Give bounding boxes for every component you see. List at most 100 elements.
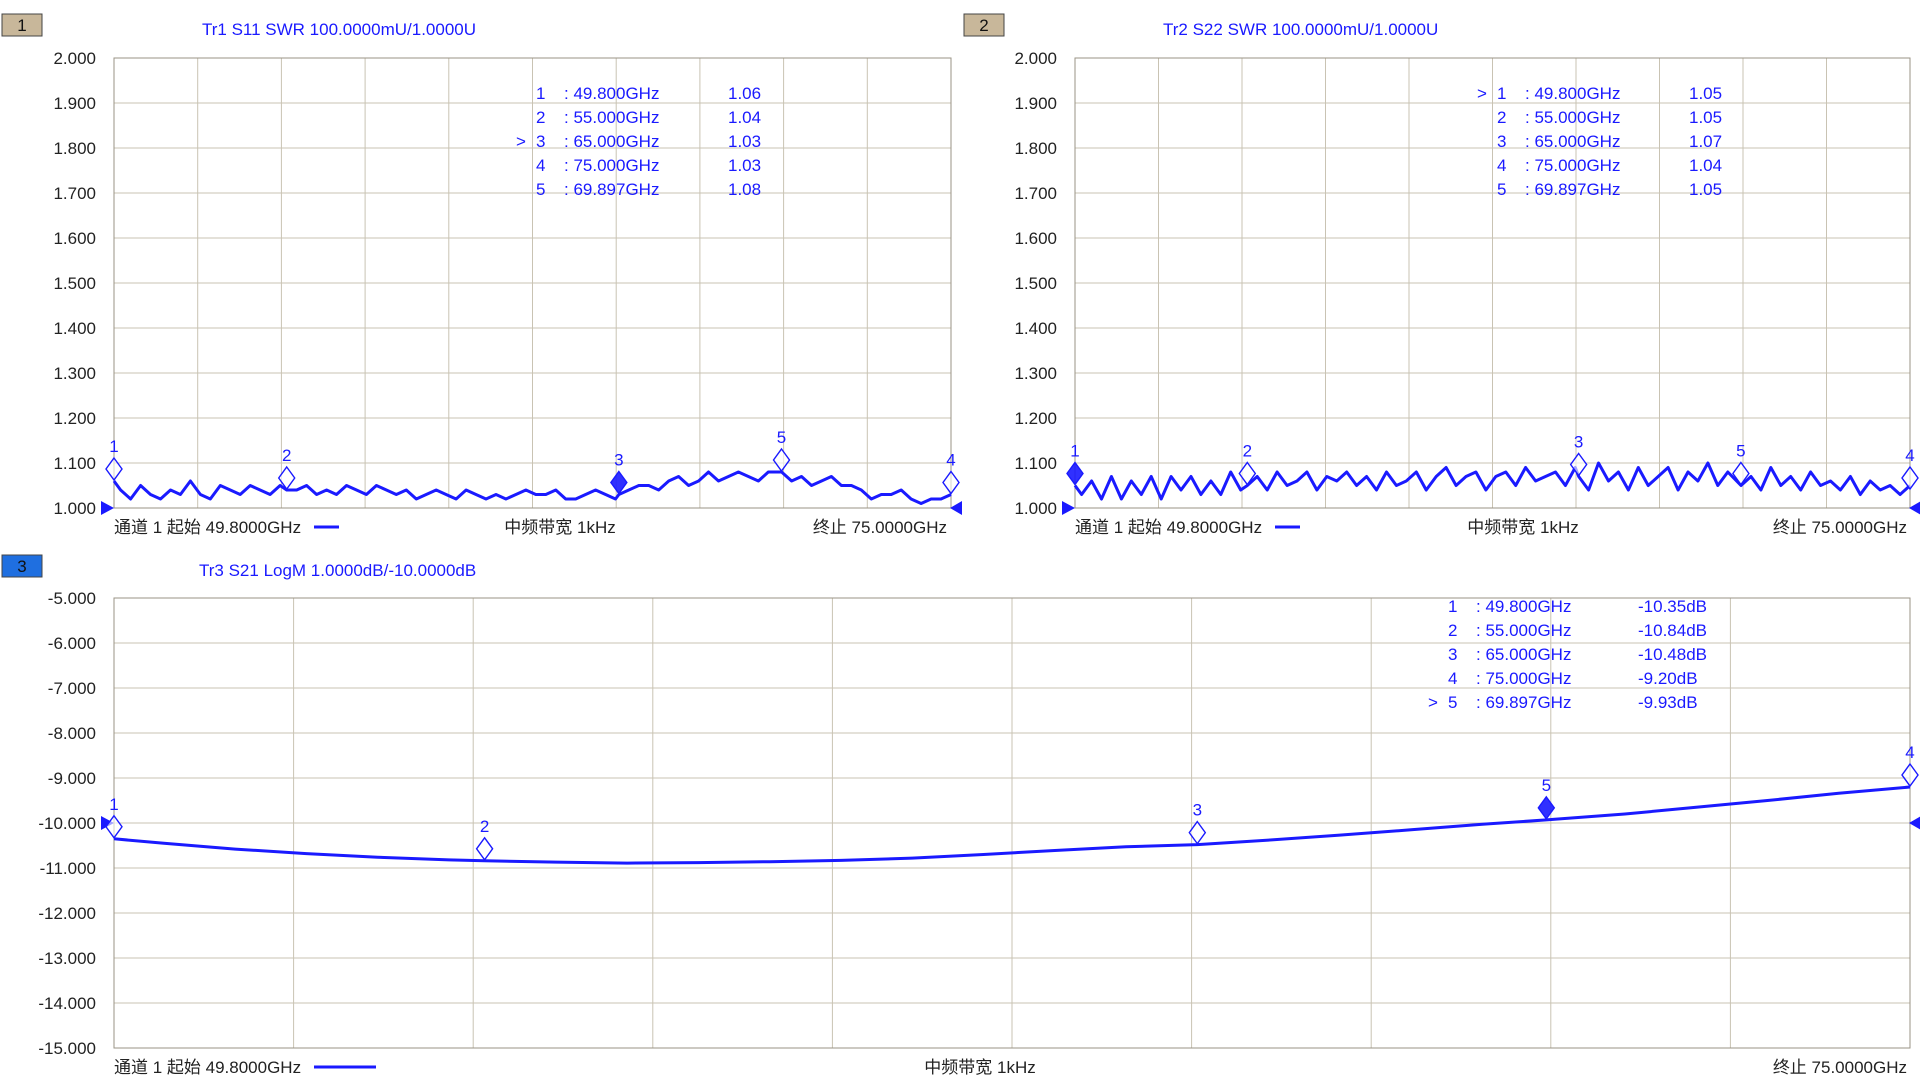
marker-legend-number: 3 <box>536 132 545 151</box>
marker-legend-number: 2 <box>536 108 545 127</box>
marker-number: 3 <box>1193 801 1202 820</box>
marker-legend: 1: 49.800GHz 1.06 2: 55.000GHz 1.04 > 3: 65.0… <box>516 84 761 199</box>
y-tick-label: -8.000 <box>48 724 96 743</box>
marker-legend-number: 4 <box>1448 669 1457 688</box>
marker-diamond <box>772 447 791 473</box>
marker-legend-freq: : 49.800GHz <box>1525 84 1620 103</box>
y-tick-label: 1.000 <box>1014 499 1057 518</box>
active-marker-indicator: > <box>1477 84 1487 103</box>
channel-footer: 通道 1 起始 49.8000GHz 中频带宽 1kHz 终止 75.0000GHz <box>114 518 947 537</box>
marker-legend-number: 1 <box>1497 84 1506 103</box>
y-tick-label: 1.100 <box>1014 454 1057 473</box>
marker-legend-freq: : 65.000GHz <box>1525 132 1620 151</box>
y-tick-label: 1.500 <box>53 274 96 293</box>
marker-diamond <box>1188 820 1207 845</box>
marker-legend-number: 4 <box>536 156 545 175</box>
marker-legend-number: 5 <box>536 180 545 199</box>
marker-legend-value: 1.08 <box>728 180 761 199</box>
plot-frame <box>1074 57 1911 509</box>
marker-1: 1 <box>105 437 123 482</box>
reference-right-arrow <box>1909 501 1920 515</box>
marker-diamond <box>609 470 628 495</box>
grid <box>113 57 952 509</box>
marker-diamond <box>942 470 960 495</box>
y-tick-label: -13.000 <box>38 949 96 968</box>
marker-legend-freq: : 55.000GHz <box>564 108 659 127</box>
y-tick-label: -10.000 <box>38 814 96 833</box>
y-tick-label: 1.300 <box>53 364 96 383</box>
marker-legend-freq: : 49.800GHz <box>1476 597 1571 616</box>
marker-legend-freq: : 75.000GHz <box>564 156 659 175</box>
trace-line <box>112 470 952 505</box>
marker-legend: 1: 49.800GHz -10.35dB 2: 55.000GHz -10.84dB… <box>1428 597 1707 712</box>
trace-title: Tr2 S22 SWR 100.0000mU/1.0000U <box>1163 20 1438 39</box>
marker-number: 1 <box>109 437 118 456</box>
plot-frame <box>113 57 952 509</box>
marker-legend-number: 1 <box>536 84 545 103</box>
marker-3: 3 <box>1569 433 1588 477</box>
marker-1: 1 <box>1066 442 1084 486</box>
channel-number-box: 1 <box>1 13 43 37</box>
y-tick-label: -12.000 <box>38 904 96 923</box>
channel-footer: 通道 1 起始 49.8000GHz 中频带宽 1kHz 终止 75.0000GHz <box>1075 518 1907 537</box>
marker-number: 1 <box>109 795 118 814</box>
marker-legend-value: 1.04 <box>728 108 761 127</box>
trace-line <box>113 785 1911 865</box>
marker-diamond <box>1569 452 1588 477</box>
marker-legend-value: -10.48dB <box>1638 645 1707 664</box>
marker-number: 4 <box>1905 446 1914 465</box>
marker-legend-value: -9.93dB <box>1638 693 1698 712</box>
marker-legend-freq: : 55.000GHz <box>1476 621 1571 640</box>
y-tick-label: 1.200 <box>1014 409 1057 428</box>
channel-number-box-bg <box>1 554 43 578</box>
trace-title: Tr3 S21 LogM 1.0000dB/-10.0000dB <box>199 561 476 580</box>
marker-legend-freq: : 69.897GHz <box>564 180 659 199</box>
marker-legend-freq: : 65.000GHz <box>564 132 659 151</box>
marker-2: 2 <box>1238 442 1257 486</box>
marker-1: 1 <box>105 795 123 839</box>
marker-legend-value: 1.03 <box>728 132 761 151</box>
marker-number: 5 <box>1736 442 1745 461</box>
stop-frequency: 终止 75.0000GHz <box>813 518 947 537</box>
y-tick-label: -6.000 <box>48 634 96 653</box>
marker-legend-number: 3 <box>1448 645 1457 664</box>
channel-footer: 通道 1 起始 49.8000GHz 中频带宽 1kHz 终止 75.0000GHz <box>114 1058 1907 1077</box>
marker-legend-number: 5 <box>1497 180 1506 199</box>
marker-5: 5 <box>1537 776 1556 821</box>
y-tick-label: 2.000 <box>1014 49 1057 68</box>
marker-legend-freq: : 65.000GHz <box>1476 645 1571 664</box>
reference-right-arrow <box>950 501 962 515</box>
marker-number: 2 <box>1243 442 1252 461</box>
marker-number: 4 <box>946 451 955 470</box>
y-tick-label: 1.700 <box>1014 184 1057 203</box>
start-frequency: 通道 1 起始 49.8000GHz <box>114 518 301 537</box>
marker-legend-freq: : 69.897GHz <box>1525 180 1620 199</box>
marker-legend-value: 1.05 <box>1689 108 1722 127</box>
y-tick-label: 1.400 <box>53 319 96 338</box>
y-tick-label: 1.000 <box>53 499 96 518</box>
marker-legend-value: 1.05 <box>1689 180 1722 199</box>
y-tick-label: -14.000 <box>38 994 96 1013</box>
marker-diamond <box>1066 461 1084 486</box>
marker-legend-freq: : 69.897GHz <box>1476 693 1571 712</box>
marker-legend-number: 1 <box>1448 597 1457 616</box>
marker-4: 4 <box>942 451 960 495</box>
chart-panel-3: 3 Tr3 S21 LogM 1.0000dB/-10.0000dB -5.000 -… <box>1 554 1920 1077</box>
marker-diamond <box>1238 461 1257 486</box>
start-frequency: 通道 1 起始 49.8000GHz <box>1075 518 1262 537</box>
marker-number: 2 <box>282 446 291 465</box>
marker-legend-value: -10.84dB <box>1638 621 1707 640</box>
if-bandwidth: 中频带宽 1kHz <box>924 1058 1035 1077</box>
reference-left-arrow <box>101 816 114 830</box>
grid <box>1074 57 1911 509</box>
y-tick-label: -11.000 <box>40 859 96 878</box>
marker-5: 5 <box>1732 442 1750 486</box>
y-tick-label: 1.900 <box>53 94 96 113</box>
y-tick-label: -9.000 <box>48 769 96 788</box>
y-tick-label: 1.700 <box>53 184 96 203</box>
marker-legend-freq: : 75.000GHz <box>1525 156 1620 175</box>
marker-5: 5 <box>772 428 791 473</box>
y-tick-label: 1.100 <box>53 454 96 473</box>
marker-number: 2 <box>480 817 489 836</box>
